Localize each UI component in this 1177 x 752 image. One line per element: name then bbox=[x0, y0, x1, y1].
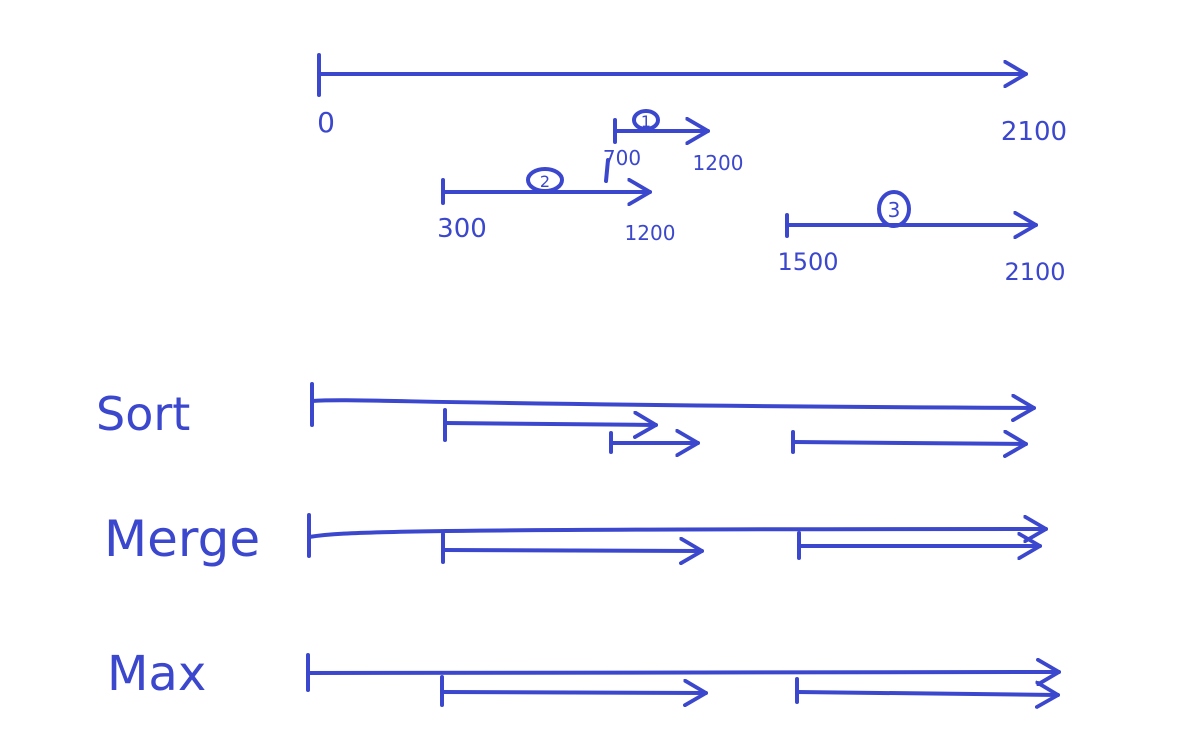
step-max-label: Max bbox=[107, 646, 206, 702]
interval-3-circle bbox=[877, 190, 911, 228]
step-merge-label: Merge bbox=[104, 510, 260, 568]
interval-2-circle bbox=[526, 167, 564, 193]
step-sort-label: Sort bbox=[96, 387, 190, 441]
step-max: Max bbox=[107, 646, 1061, 705]
interval-2-id: 2 bbox=[540, 172, 550, 191]
interval-1: 1 700 1200 bbox=[603, 109, 744, 183]
timeline-start-label: 0 bbox=[317, 106, 335, 139]
step-merge: Merge bbox=[104, 510, 1048, 568]
interval-3-end-label: 2100 bbox=[1004, 258, 1065, 286]
interval-3: 3 1500 2100 bbox=[777, 190, 1066, 286]
interval-1-id: 1 bbox=[641, 112, 651, 131]
interval-2-start-label: 300 bbox=[437, 214, 487, 244]
step-sort: Sort bbox=[96, 382, 1036, 452]
interval-3-start-label: 1500 bbox=[777, 248, 838, 276]
main-timeline: 0 2100 bbox=[317, 53, 1067, 147]
interval-1-end-label: 1200 bbox=[693, 151, 744, 175]
interval-1-circle bbox=[632, 109, 660, 131]
timeline-end-label: 2100 bbox=[1001, 117, 1067, 147]
interval-3-id: 3 bbox=[888, 198, 901, 222]
interval-2-end-label: 1200 bbox=[625, 221, 676, 245]
interval-2: 2 300 1200 bbox=[437, 167, 676, 245]
